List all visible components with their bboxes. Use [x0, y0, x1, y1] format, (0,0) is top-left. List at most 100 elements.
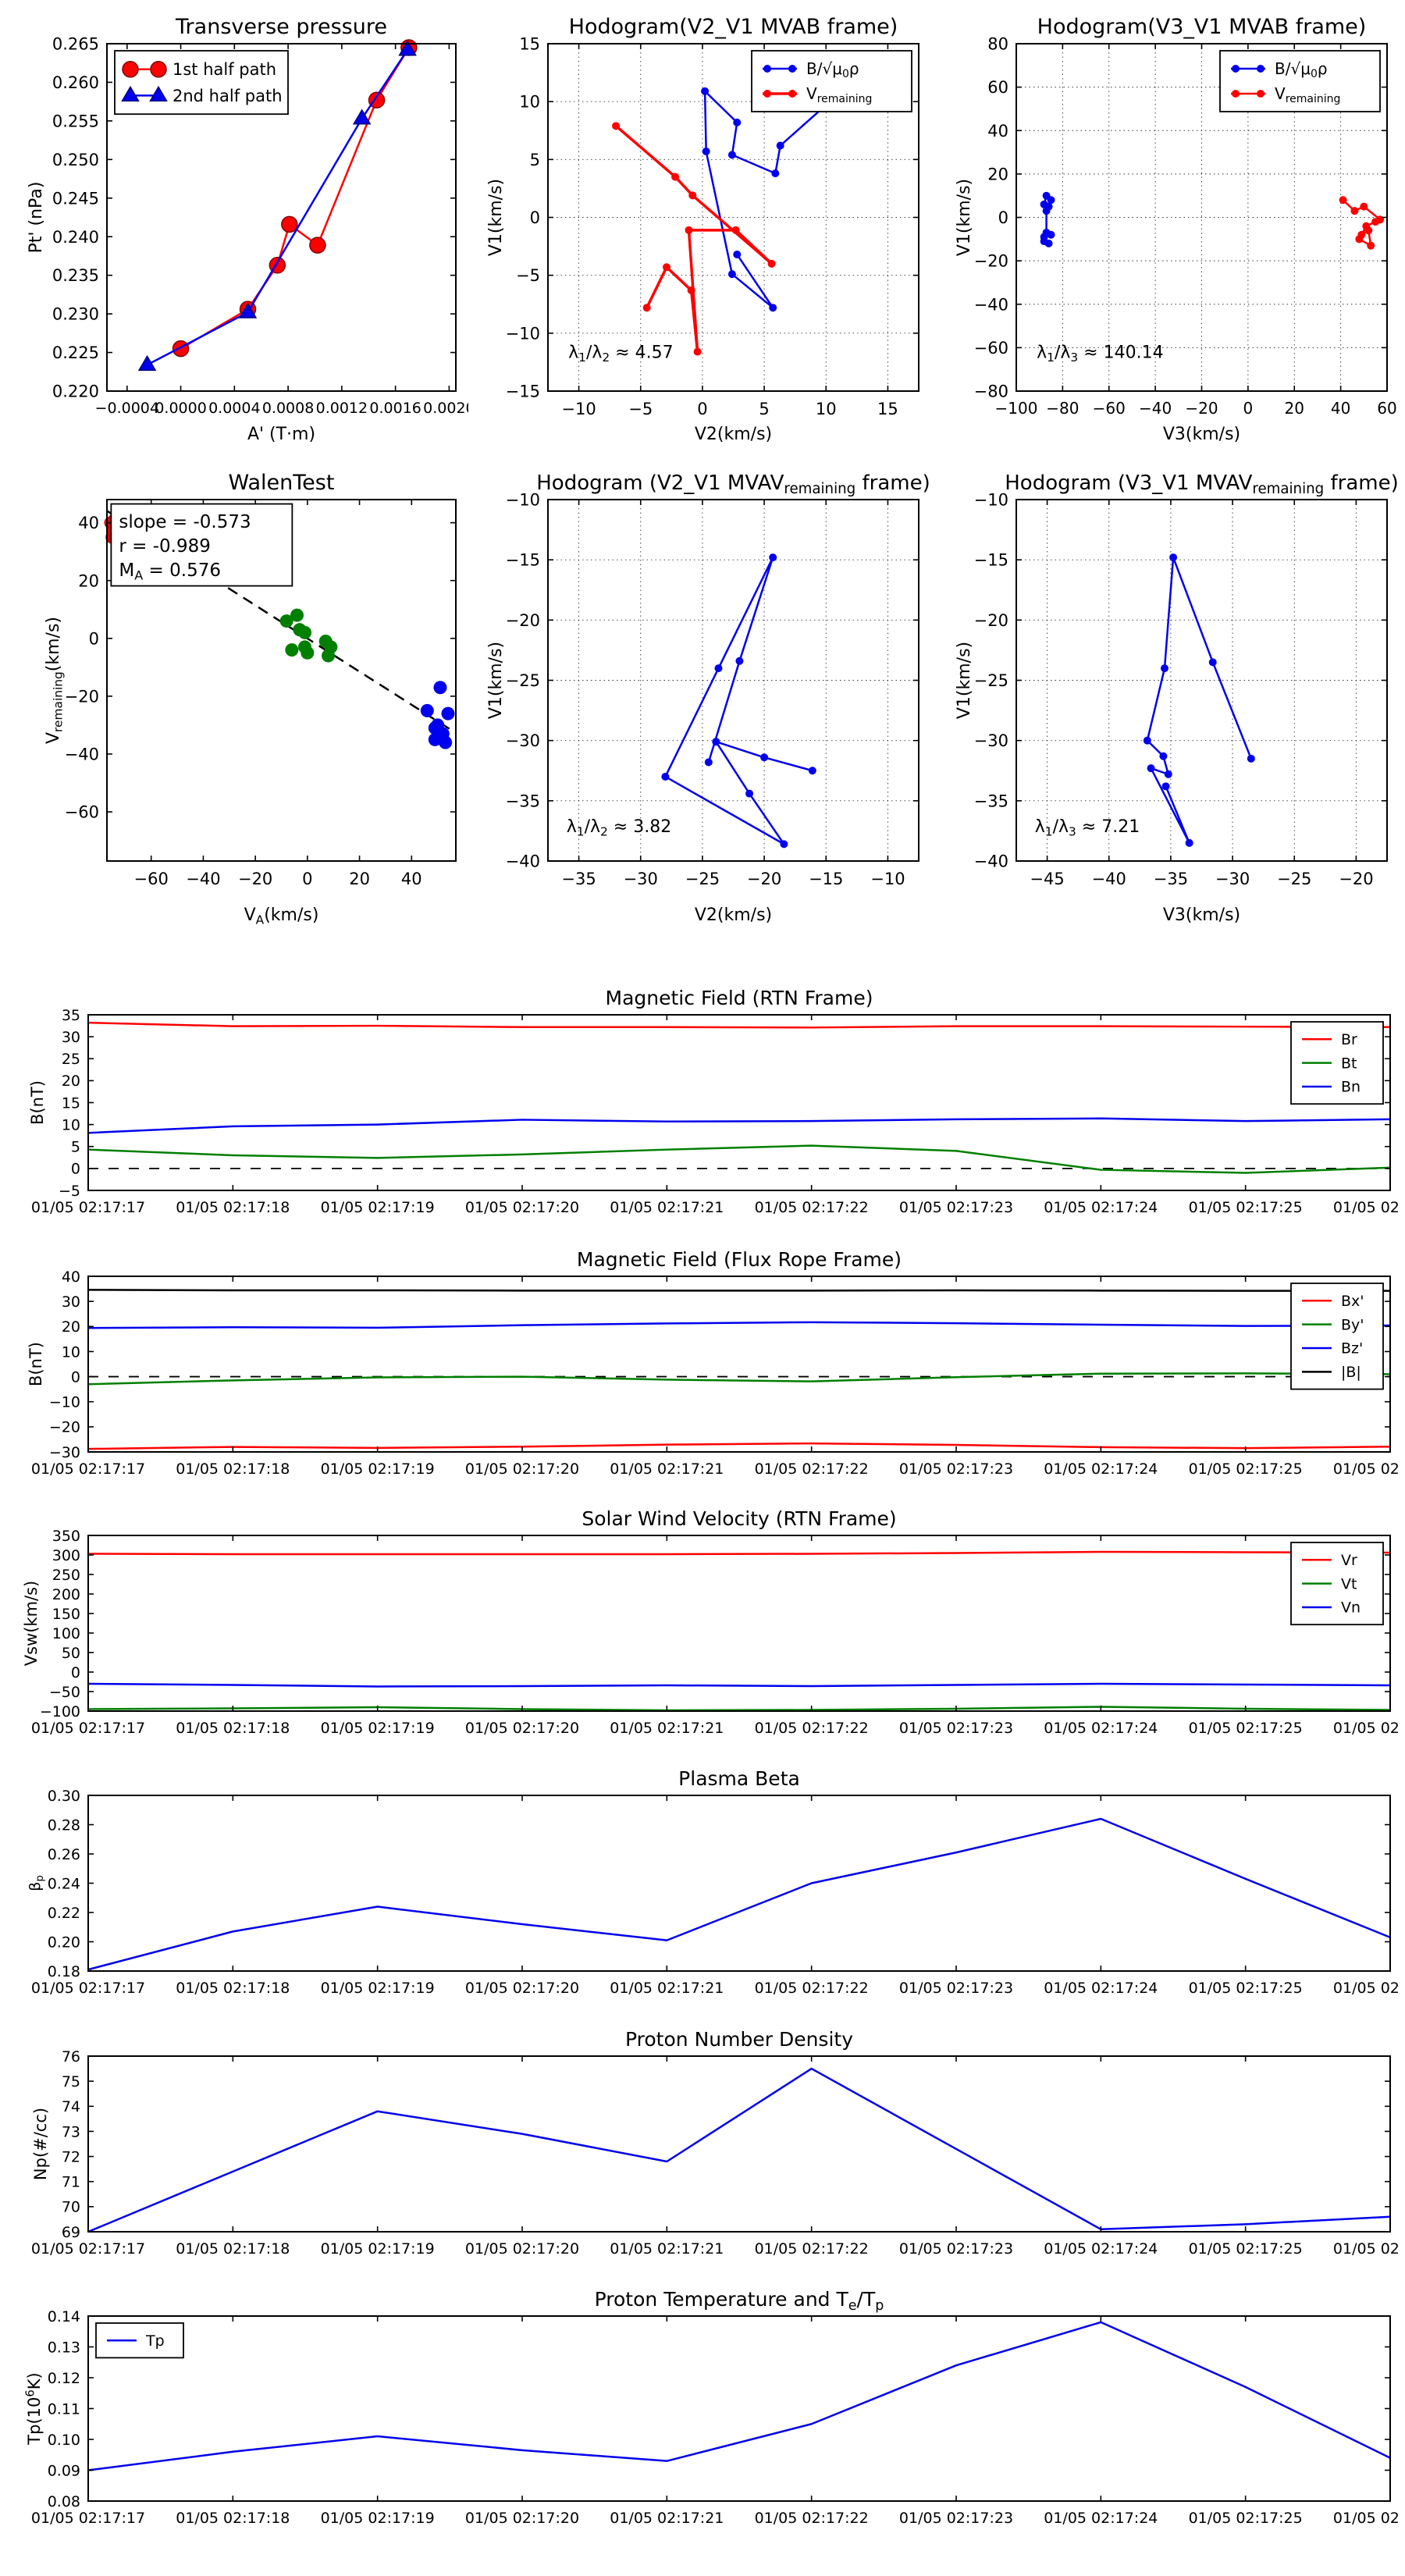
lambda-annotation: λ1/λ3 ≈ 7.21: [1035, 817, 1140, 838]
lambda-annotation: λ1/λ2 ≈ 3.82: [567, 817, 671, 838]
b-0-series: [1040, 191, 1055, 247]
x-tick-label: 01/05 02:17:19: [321, 1980, 435, 1996]
x-tick-label: 01/05 02:17:18: [176, 1461, 290, 1477]
y-tick-label: 0.18: [48, 1963, 80, 1980]
x-tick-label: 0.0004: [208, 400, 260, 417]
x-tick-label: −35: [1154, 870, 1188, 888]
y-tick-label: 30: [62, 1293, 80, 1311]
legend: Br Bt Bn: [1290, 1021, 1384, 1105]
y-axis-label: V1(km/s): [486, 642, 506, 719]
y-tick-label: 30: [62, 1029, 80, 1046]
hodogram-v3v1-mvab-plot: −100 −80 −60 −40 −20 0 20 40 60 −80 −60 −40 −20 0 20 40…: [944, 9, 1401, 450]
y-tick-label: 0.230: [52, 305, 99, 324]
y-tick-label: 0.20: [48, 1934, 80, 1951]
x-tick-label: −25: [1277, 870, 1311, 888]
y-tick-label: 0.225: [52, 343, 99, 362]
legend-label: Br: [1341, 1031, 1357, 1048]
x-tick-label: −0.0004: [95, 400, 159, 417]
x-tick-label: 60: [1377, 399, 1396, 418]
x-tick-label: 01/05 02:17:25: [1189, 1720, 1303, 1736]
magnetic-field-rtn-plot: 01/05 02:17:17 01/05 02:17:18 01/05 02:17:…: [20, 976, 1400, 1218]
y-axis-label: B(nT): [28, 1080, 47, 1125]
y-axis-label: Pt' (nPa): [27, 182, 46, 254]
x-tick-label: 01/05 02:17:24: [1044, 2240, 1158, 2257]
x-tick-label: 01/05 02:17:20: [465, 1980, 579, 1996]
chart-title: Magnetic Field (RTN Frame): [606, 987, 873, 1009]
x-tick-label: 01/05 02:17:22: [755, 1980, 869, 1996]
x-tick-label: 01/05 02:17:22: [755, 1461, 869, 1477]
y-tick-label: 73: [62, 2123, 80, 2140]
chart-title: Plasma Beta: [678, 1767, 800, 1790]
y-tick-label: 70: [62, 2199, 80, 2216]
x-tick-label: 0.0000: [155, 400, 206, 417]
y-tick-label: 0.260: [52, 73, 99, 92]
x-tick-label: 01/05 02:17:18: [176, 1720, 290, 1736]
y-tick-label: 0.08: [48, 2493, 80, 2510]
chart-title: Hodogram(V2_V1 MVAB frame): [569, 15, 898, 39]
legend-label: |B|: [1341, 1364, 1361, 1381]
x-tick-label: 01/05 02:17:20: [465, 2240, 579, 2257]
legend-label: Vr: [1341, 1552, 1357, 1569]
y-tick-label: −15: [974, 551, 1008, 570]
x-tick-label: −45: [1030, 870, 1064, 888]
y-tick-label: 0: [71, 1161, 80, 1178]
axes-frame: [106, 43, 457, 392]
x-tick-label: 01/05 02:17:23: [899, 1461, 1013, 1477]
y-axis-label: βp: [27, 1875, 46, 1891]
y-tick-label: 20: [78, 571, 99, 590]
y-axis-label: B(nT): [27, 1342, 45, 1386]
y-tick-label: 200: [52, 1586, 80, 1603]
chart-title: Hodogram (V2_V1 MVAVremaining frame): [536, 471, 930, 497]
x-tick-label: −60: [134, 870, 169, 888]
x-tick-label: 01/05 02:17:18: [176, 1199, 290, 1216]
x-tick-label: −20: [1185, 399, 1218, 418]
axes-frame: [87, 1535, 1391, 1712]
y-tick-label: −20: [65, 687, 99, 706]
x-tick-label: 10: [816, 400, 837, 418]
x-tick-label: 01/05 02:17:20: [465, 1199, 579, 1216]
x-tick-label: 0: [302, 870, 312, 888]
legend: Vr Vt Vn: [1290, 1542, 1384, 1626]
y-tick-label: 10: [62, 1116, 80, 1133]
y-tick-label: 75: [62, 2073, 80, 2090]
walen-test-svg: −60 −40 −20 0 20 40 −60 −40 −20 0 20 40 WalenTest VA(…: [20, 467, 468, 931]
v-remaining-path-series: [661, 553, 816, 849]
magnetic-field-flux-rope-plot: 01/05 02:17:17 01/05 02:17:18 01/05 02:17:…: [20, 1235, 1400, 1477]
x-tick-label: 0: [1243, 399, 1254, 418]
y-tick-label: 40: [987, 122, 1008, 141]
y-tick-label: 69: [62, 2224, 80, 2241]
legend: Bx' By' Bz' |B|: [1290, 1283, 1384, 1390]
chart-title: Proton Temperature and Te/Tp: [595, 2288, 884, 2314]
proton-number-density-svg: 01/05 02:17:17 01/05 02:17:18 01/05 02:17:…: [20, 2015, 1400, 2257]
x-tick-label: 01/05 02:17:18: [176, 2240, 290, 2257]
x-tick-label: 01/05 02:17:23: [899, 1980, 1013, 1996]
x-tick-label: −5: [628, 400, 653, 418]
y-tick-label: −25: [506, 671, 540, 690]
transverse-pressure-plot: −0.0004 0.0000 0.0004 0.0008 0.0012 0.0016 0.0…: [20, 9, 468, 450]
y-tick-label: −30: [974, 731, 1008, 750]
x-tick-label: −100: [995, 399, 1038, 418]
x-tick-label: −40: [1092, 870, 1126, 888]
x-tick-label: −80: [1046, 399, 1079, 418]
lambda-annotation: λ1/λ2 ≈ 4.57: [568, 343, 673, 365]
y-tick-label: −35: [506, 792, 540, 810]
y-tick-label: −20: [506, 611, 540, 630]
y-tick-label: −100: [40, 1703, 80, 1720]
bx-series: [87, 1442, 1391, 1450]
magnetic-field-rtn-svg: 01/05 02:17:17 01/05 02:17:18 01/05 02:17:…: [20, 976, 1400, 1218]
y-tick-label: −25: [974, 671, 1008, 690]
y-tick-label: 0.235: [52, 266, 99, 285]
x-tick-label: 01/05 02:17:24: [1044, 2510, 1158, 2527]
y-tick-label: −20: [974, 252, 1008, 271]
y-tick-label: −15: [506, 382, 540, 401]
x-tick-label: −20: [747, 870, 781, 888]
bn-series: [87, 1117, 1391, 1134]
y-tick-label: 60: [987, 78, 1008, 97]
legend-label: B/√μ0ρ: [1275, 59, 1328, 80]
chart-title: Magnetic Field (Flux Rope Frame): [577, 1248, 902, 1271]
v-remaining-path-series: [1143, 553, 1255, 847]
legend-label: B/√μ0ρ: [806, 59, 859, 80]
solar-wind-velocity-rtn-svg: 01/05 02:17:17 01/05 02:17:18 01/05 02:17:…: [20, 1494, 1400, 1736]
y-tick-label: 0.255: [52, 112, 99, 130]
